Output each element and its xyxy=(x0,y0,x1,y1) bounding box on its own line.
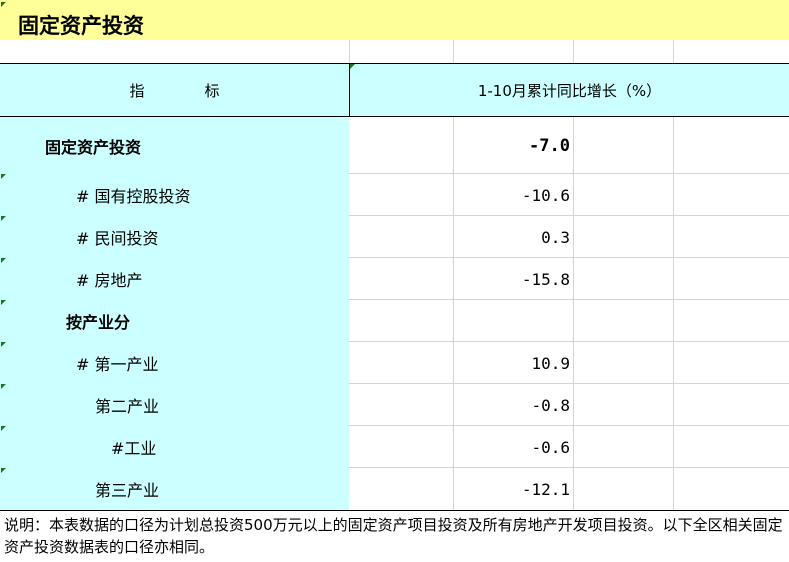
table-row: # 房地产 -15.8 xyxy=(0,258,789,300)
row-label: 第三产业 xyxy=(0,468,349,510)
row-value: -15.8 xyxy=(521,269,570,289)
table-row: # 第一产业 10.9 xyxy=(0,342,789,384)
row-value: 10.9 xyxy=(531,353,570,373)
row-value: -10.6 xyxy=(521,185,570,205)
table-row: # 民间投资 0.3 xyxy=(0,216,789,258)
header-indicator-label: 指 标 xyxy=(129,81,220,100)
gridline xyxy=(349,257,789,258)
comment-marker xyxy=(1,2,6,7)
comment-marker xyxy=(1,384,6,389)
comment-marker xyxy=(1,258,6,263)
table-row: 第三产业 -12.1 xyxy=(0,468,789,510)
row-label: 固定资产投资 xyxy=(0,117,349,174)
gridline xyxy=(349,173,789,174)
table-row: #工业 -0.6 xyxy=(0,426,789,468)
gridline xyxy=(349,467,789,468)
gridline xyxy=(453,40,454,63)
comment-marker xyxy=(1,426,6,431)
comment-marker xyxy=(350,64,355,69)
gridline xyxy=(453,117,454,510)
row-label: #工业 xyxy=(0,426,349,468)
row-value: -0.6 xyxy=(531,437,570,457)
table-row: 按产业分 xyxy=(0,300,789,342)
comment-marker xyxy=(1,468,6,473)
gridline xyxy=(349,383,789,384)
header-indicator: 指 标 xyxy=(0,63,350,117)
row-value: -0.8 xyxy=(531,395,570,415)
header-growth-label: 1-10月累计同比增长（%） xyxy=(477,81,662,100)
row-value xyxy=(453,300,570,342)
gridline xyxy=(349,341,789,342)
table-row: # 国有控股投资 -10.6 xyxy=(0,174,789,216)
footnote: 说明：本表数据的口径为计划总投资500万元以上的固定资产项目投资及所有房地产开发… xyxy=(0,510,789,562)
row-label: 第二产业 xyxy=(0,384,349,426)
table-row: 固定资产投资 -7.0 xyxy=(0,117,789,174)
gridline xyxy=(349,299,789,300)
row-label: # 第一产业 xyxy=(0,342,349,384)
header-growth: 1-10月累计同比增长（%） xyxy=(350,63,789,117)
gridline xyxy=(573,117,574,510)
gridline xyxy=(349,40,350,63)
row-value: -12.1 xyxy=(521,479,570,499)
row-label: # 国有控股投资 xyxy=(0,174,349,216)
row-label: # 房地产 xyxy=(0,258,349,300)
comment-marker xyxy=(1,174,6,179)
sheet-title: 固定资产投资 xyxy=(0,0,789,40)
comment-marker xyxy=(1,216,6,221)
row-value: -7.0 xyxy=(529,135,570,156)
gridline xyxy=(573,40,574,63)
gridline xyxy=(349,425,789,426)
row-value: 0.3 xyxy=(541,227,570,247)
gridline xyxy=(673,40,674,63)
row-label: # 民间投资 xyxy=(0,216,349,258)
table-row: 第二产业 -0.8 xyxy=(0,384,789,426)
gridline xyxy=(349,215,789,216)
comment-marker xyxy=(1,342,6,347)
row-label: 按产业分 xyxy=(0,300,349,342)
gridline xyxy=(673,117,674,510)
comment-marker xyxy=(1,300,6,305)
